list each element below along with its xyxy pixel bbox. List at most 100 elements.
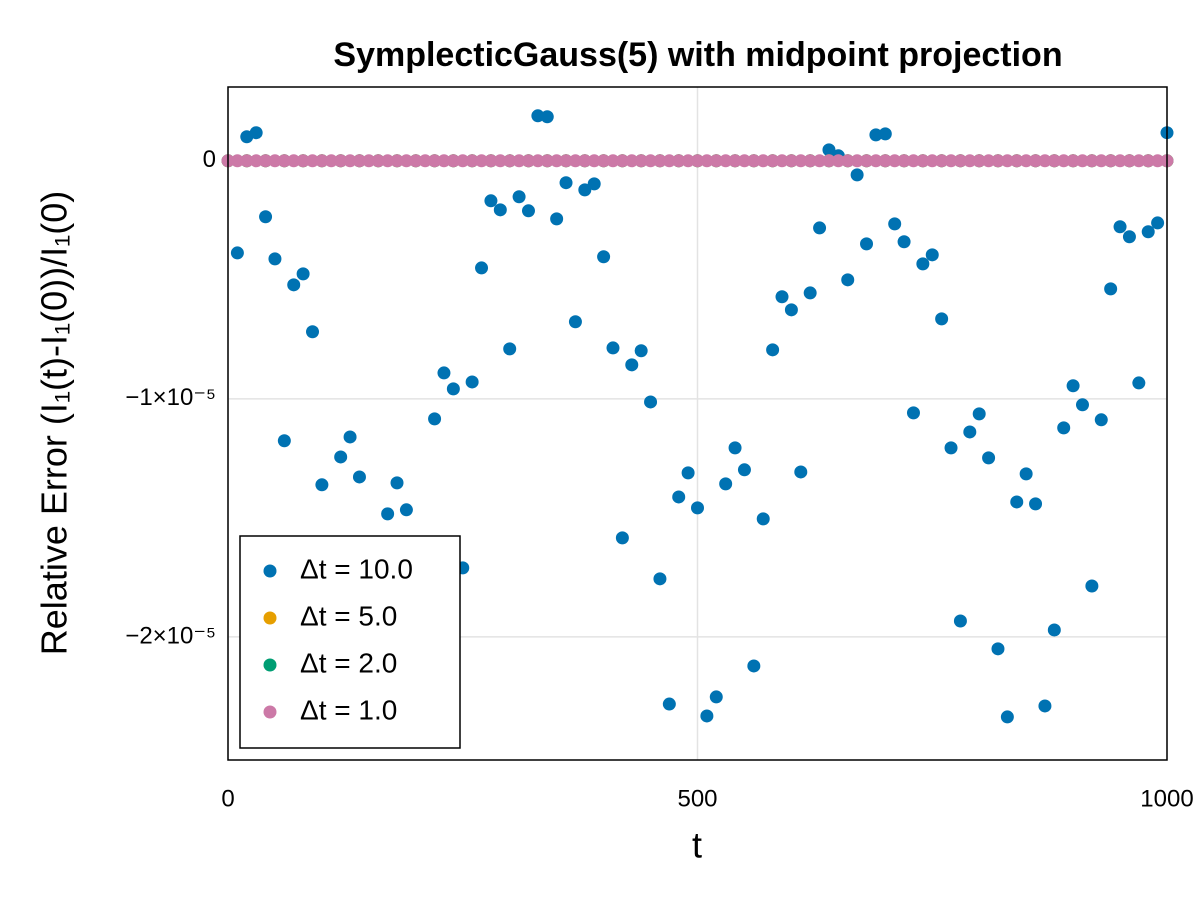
data-point: [653, 572, 667, 586]
data-point: [634, 344, 648, 358]
legend-label: Δt = 5.0: [300, 600, 397, 631]
data-point: [503, 342, 517, 356]
data-point: [484, 194, 498, 208]
data-point: [540, 110, 554, 124]
data-point: [352, 154, 366, 168]
y-tick-label: −1×10⁻⁵: [125, 384, 216, 411]
data-point: [1075, 154, 1089, 168]
data-point: [230, 154, 244, 168]
data-point: [681, 466, 695, 480]
data-point: [784, 303, 798, 317]
data-point: [737, 463, 751, 477]
data-point: [935, 154, 949, 168]
data-point: [644, 154, 658, 168]
plot-frame: [227, 86, 1168, 761]
data-point: [775, 154, 789, 168]
data-point: [756, 154, 770, 168]
data-point: [259, 210, 273, 224]
data-point: [869, 154, 883, 168]
data-point: [991, 642, 1005, 656]
data-point: [982, 451, 996, 465]
data-point: [1104, 282, 1118, 296]
data-point: [1038, 699, 1052, 713]
legend-label: Δt = 2.0: [300, 647, 397, 678]
data-point: [315, 154, 329, 168]
data-point: [906, 154, 920, 168]
data-point: [888, 154, 902, 168]
data-point: [296, 154, 310, 168]
data-point: [606, 341, 620, 355]
data-point: [578, 154, 592, 168]
data-point: [813, 154, 827, 168]
data-point: [550, 154, 564, 168]
data-point: [662, 697, 676, 711]
data-point: [1000, 154, 1014, 168]
legend-marker: [263, 611, 277, 625]
data-point: [700, 154, 714, 168]
data-point: [916, 154, 930, 168]
data-point: [831, 154, 845, 168]
data-point: [597, 250, 611, 264]
data-point: [644, 395, 658, 409]
data-point: [1066, 154, 1080, 168]
data-point: [756, 512, 770, 526]
data-point: [550, 212, 564, 226]
data-point: [878, 154, 892, 168]
data-point: [268, 252, 282, 266]
data-point: [521, 154, 535, 168]
data-point: [850, 154, 864, 168]
data-point: [606, 154, 620, 168]
data-point: [446, 154, 460, 168]
data-point: [916, 257, 930, 271]
legend-marker: [263, 564, 277, 578]
data-point: [1151, 216, 1165, 230]
legend-box: [239, 535, 461, 749]
data-point: [953, 154, 967, 168]
data-point: [249, 126, 263, 140]
data-point: [475, 261, 489, 275]
data-point: [428, 412, 442, 426]
y-tick-label: −2×10⁻⁵: [125, 622, 216, 649]
data-point: [287, 154, 301, 168]
data-point: [1104, 154, 1118, 168]
data-point: [784, 154, 798, 168]
x-tick-label: 500: [677, 785, 717, 812]
data-point: [972, 154, 986, 168]
data-point: [456, 154, 470, 168]
data-point: [334, 450, 348, 464]
data-point: [277, 434, 291, 448]
data-point: [850, 168, 864, 182]
data-point: [230, 246, 244, 260]
data-point: [521, 204, 535, 218]
data-point: [1047, 623, 1061, 637]
data-point: [709, 154, 723, 168]
y-axis-label: Relative Error (I₁(t)-I₁(0))/I₁(0): [34, 191, 75, 655]
data-point: [1132, 376, 1146, 390]
data-point: [775, 290, 789, 304]
data-point: [268, 154, 282, 168]
x-axis-label: t: [692, 825, 702, 866]
data-point: [925, 154, 939, 168]
data-point: [737, 154, 751, 168]
data-point: [897, 235, 911, 249]
legend-label: Δt = 10.0: [300, 553, 413, 584]
data-point: [728, 154, 742, 168]
data-point: [869, 128, 883, 142]
data-point: [1075, 398, 1089, 412]
data-point: [287, 278, 301, 292]
legend-label: Δt = 1.0: [300, 694, 397, 725]
data-point: [259, 154, 273, 168]
data-point: [747, 154, 761, 168]
data-point: [540, 154, 554, 168]
data-point: [240, 154, 254, 168]
data-point: [794, 465, 808, 479]
data-point: [334, 154, 348, 168]
data-point: [1094, 154, 1108, 168]
data-point: [766, 343, 780, 357]
data-point: [766, 154, 780, 168]
data-point: [1094, 413, 1108, 427]
data-point: [1066, 379, 1080, 393]
data-point: [428, 154, 442, 168]
data-point: [1029, 154, 1043, 168]
data-point: [559, 154, 573, 168]
